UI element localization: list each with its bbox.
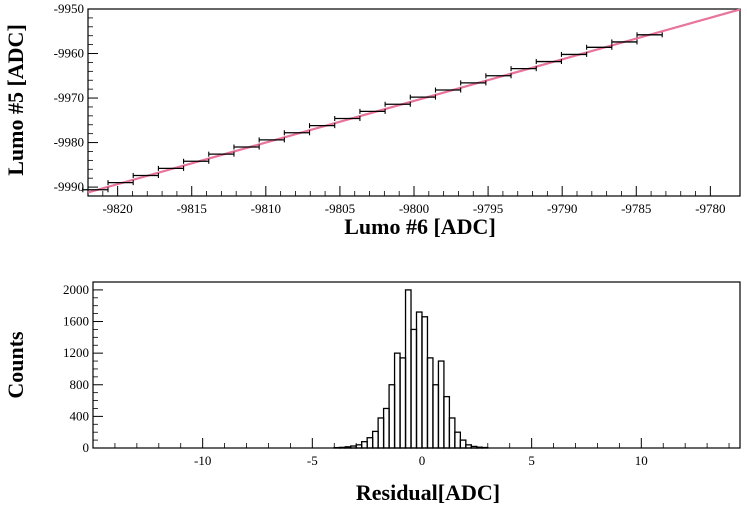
scatter-y-tick-label: -9980 xyxy=(54,135,84,150)
histogram-bar xyxy=(404,289,412,449)
scatter-x-tick-label: -9800 xyxy=(399,201,429,216)
histogram-bar xyxy=(388,384,396,449)
histogram-y-tick-label: 2000 xyxy=(63,282,89,297)
histogram-bar xyxy=(339,446,346,449)
histogram-x-axis-title: Residual[ADC] xyxy=(356,480,500,505)
histogram-bar xyxy=(426,357,434,449)
scatter-y-tick-label: -9970 xyxy=(54,90,84,105)
histogram-bar xyxy=(454,431,462,449)
histogram-bar xyxy=(443,395,451,449)
histogram-x-tick-label: 5 xyxy=(528,453,535,468)
fit-line-layer xyxy=(87,8,741,194)
histogram-bar xyxy=(382,407,390,449)
histogram-bars-layer xyxy=(333,289,489,449)
histogram-bar xyxy=(366,437,374,449)
histogram-y-tick-label: 800 xyxy=(70,377,90,392)
histogram-bar xyxy=(344,446,352,449)
histogram-bar xyxy=(465,444,472,449)
histogram-bar xyxy=(432,384,440,449)
histogram-bar xyxy=(459,439,467,449)
scatter-panel: -9820 -9815 -9810 -9805 -9800 -9795 -9790 -9785… xyxy=(3,1,741,239)
scatter-x-tick-label: -9785 xyxy=(621,201,651,216)
histogram-y-tick-label: 0 xyxy=(83,440,90,455)
scatter-x-tick-label: -9780 xyxy=(695,201,725,216)
histogram-x-tick-label: -5 xyxy=(307,453,318,468)
histogram-bar xyxy=(448,417,456,449)
histogram-y-tick-label: 1200 xyxy=(63,345,89,360)
histogram-y-tick-label: 1600 xyxy=(63,314,89,329)
histogram-bar xyxy=(410,328,418,449)
histogram-bar xyxy=(371,430,379,449)
scatter-y-tick-label: -9960 xyxy=(54,46,84,61)
scatter-x-tick-label: -9790 xyxy=(547,201,577,216)
histogram-bar xyxy=(355,444,363,449)
scatter-x-tick-label: -9815 xyxy=(177,201,207,216)
histogram-bar xyxy=(437,360,445,449)
histogram-x-tick-label: 0 xyxy=(419,453,426,468)
scatter-x-ticks: -9820 -9815 -9810 -9805 -9800 -9795 -9790 -9785… xyxy=(102,186,726,216)
histogram-y-axis-title: Counts xyxy=(3,331,28,399)
scatter-x-tick-label: -9810 xyxy=(251,201,281,216)
histogram-bar xyxy=(476,446,483,449)
scatter-y-axis-title: Lumo #5 [ADC] xyxy=(3,24,28,176)
fit-line xyxy=(87,8,741,194)
histogram-y-ticks: 0 400 800 1200 1600 2000 xyxy=(63,282,103,455)
histogram-x-tick-label: -10 xyxy=(194,453,211,468)
histogram-x-ticks: -10 -5 0 5 10 xyxy=(92,438,730,468)
histogram-y-tick-label: 400 xyxy=(70,408,90,423)
histogram-panel: -10 -5 0 5 10 0 400 800 1200 1600 2000 Residual[A… xyxy=(3,281,741,505)
histogram-bar xyxy=(361,441,368,449)
histogram-bar xyxy=(350,445,357,449)
histogram-bar xyxy=(470,445,478,449)
scatter-y-tick-label: -9950 xyxy=(54,1,84,16)
profile-points-layer xyxy=(82,32,663,193)
histogram-bar xyxy=(421,316,429,449)
histogram-bar xyxy=(415,311,423,449)
histogram-x-tick-label: 10 xyxy=(635,453,648,468)
scatter-y-tick-label: -9990 xyxy=(54,179,84,194)
histogram-bar xyxy=(377,417,385,449)
histogram-bar xyxy=(393,352,401,449)
scatter-x-tick-label: -9795 xyxy=(473,201,503,216)
scatter-x-axis-title: Lumo #6 [ADC] xyxy=(344,214,496,239)
histogram-bar xyxy=(399,357,407,449)
scatter-y-ticks: -9990 -9980 -9970 -9960 -9950 xyxy=(54,1,98,194)
scatter-x-tick-label: -9820 xyxy=(102,201,132,216)
scatter-x-tick-label: -9805 xyxy=(325,201,355,216)
